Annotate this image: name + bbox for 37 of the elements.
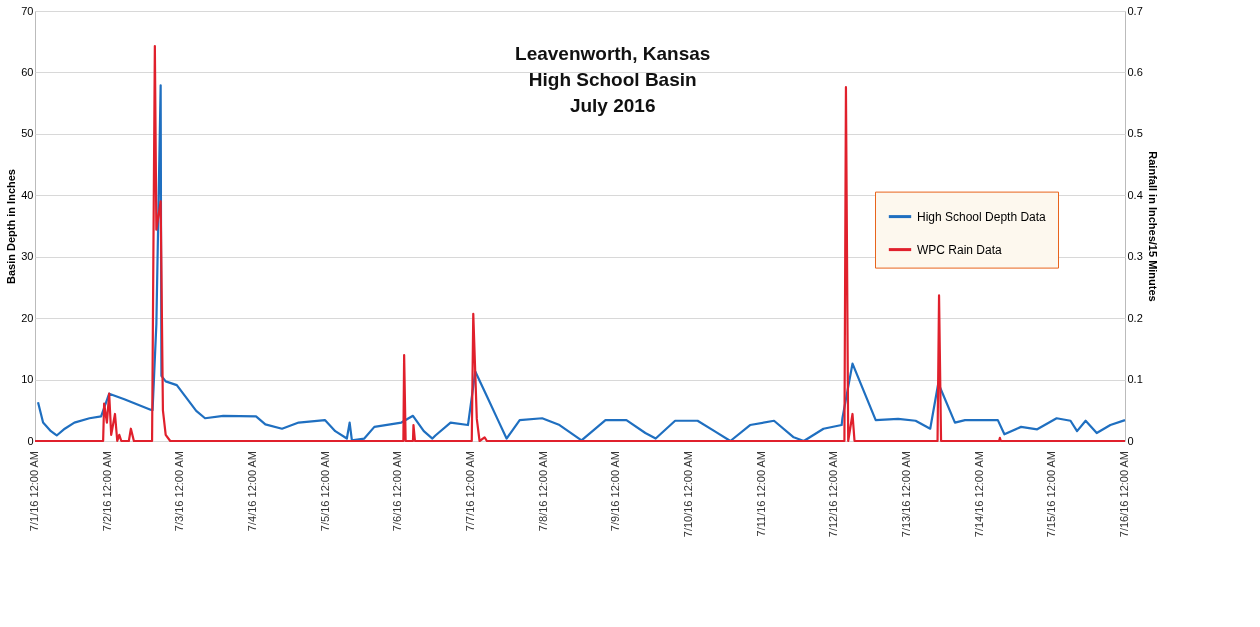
x-tick-label: 7/14/16 12:00 AM [972, 451, 985, 538]
x-tick-label: 7/16/16 12:00 AM [1118, 451, 1130, 538]
y-tick-label: 20 [21, 311, 34, 324]
text: Leavenworth, Kansas High School Basin July 2016 [515, 43, 711, 117]
x-tick-label: 7/9/16 12:00 AM [609, 451, 622, 532]
x-tick-label: 7/11/16 12:00 AM [754, 451, 767, 537]
x-tick-label: 7/15/16 12:00 AM [1045, 451, 1058, 538]
y2-tick-label: 0.5 [1127, 127, 1143, 140]
y2-tick-label: 0.6 [1127, 65, 1143, 78]
y2-tick-label: 0.1 [1127, 373, 1143, 386]
x-tick-label: 7/5/16 12:00 AM [318, 451, 331, 532]
x-tick-label: 7/4/16 12:00 AM [246, 451, 258, 532]
y-axis-title: Basin Depth in Inches [5, 169, 18, 284]
x-tick-label: 7/1/16 12:00 AM [28, 451, 40, 532]
x-tick-label: 7/2/16 12:00 AM [100, 451, 113, 532]
x-tick-label: 7/3/16 12:00 AM [173, 451, 186, 532]
y2-axis-title: Rainfall in Inches/15 Minutes [1146, 151, 1159, 302]
y2-tick-label: 0.7 [1127, 4, 1143, 17]
x-tick-label: 7/12/16 12:00 AM [827, 451, 840, 538]
y2-tick-label: 0.4 [1127, 188, 1143, 201]
y2-tick-label: 0.3 [1127, 250, 1143, 263]
x-tick-label: 7/13/16 12:00 AM [900, 451, 912, 538]
legend-label: High School Depth Data [917, 209, 1047, 224]
x-tick-label: 7/8/16 12:00 AM [536, 451, 549, 532]
y-tick-label: 10 [21, 373, 34, 386]
y-tick-label: 30 [21, 250, 34, 263]
x-tick-label: 7/6/16 12:00 AM [391, 451, 404, 532]
y-tick-label: 0 [27, 434, 34, 447]
legend-label: WPC Rain Data [917, 242, 1003, 257]
y-tick-label: 40 [21, 188, 34, 201]
y2-tick-label: 0 [1127, 434, 1134, 447]
x-tick-label: 7/10/16 12:00 AM [682, 451, 694, 538]
y2-tick-label: 0.2 [1127, 311, 1143, 324]
y-tick-label: 70 [21, 4, 34, 17]
y-tick-label: 60 [21, 65, 34, 78]
x-tick-label: 7/7/16 12:00 AM [464, 451, 476, 532]
y-tick-label: 50 [21, 127, 34, 140]
